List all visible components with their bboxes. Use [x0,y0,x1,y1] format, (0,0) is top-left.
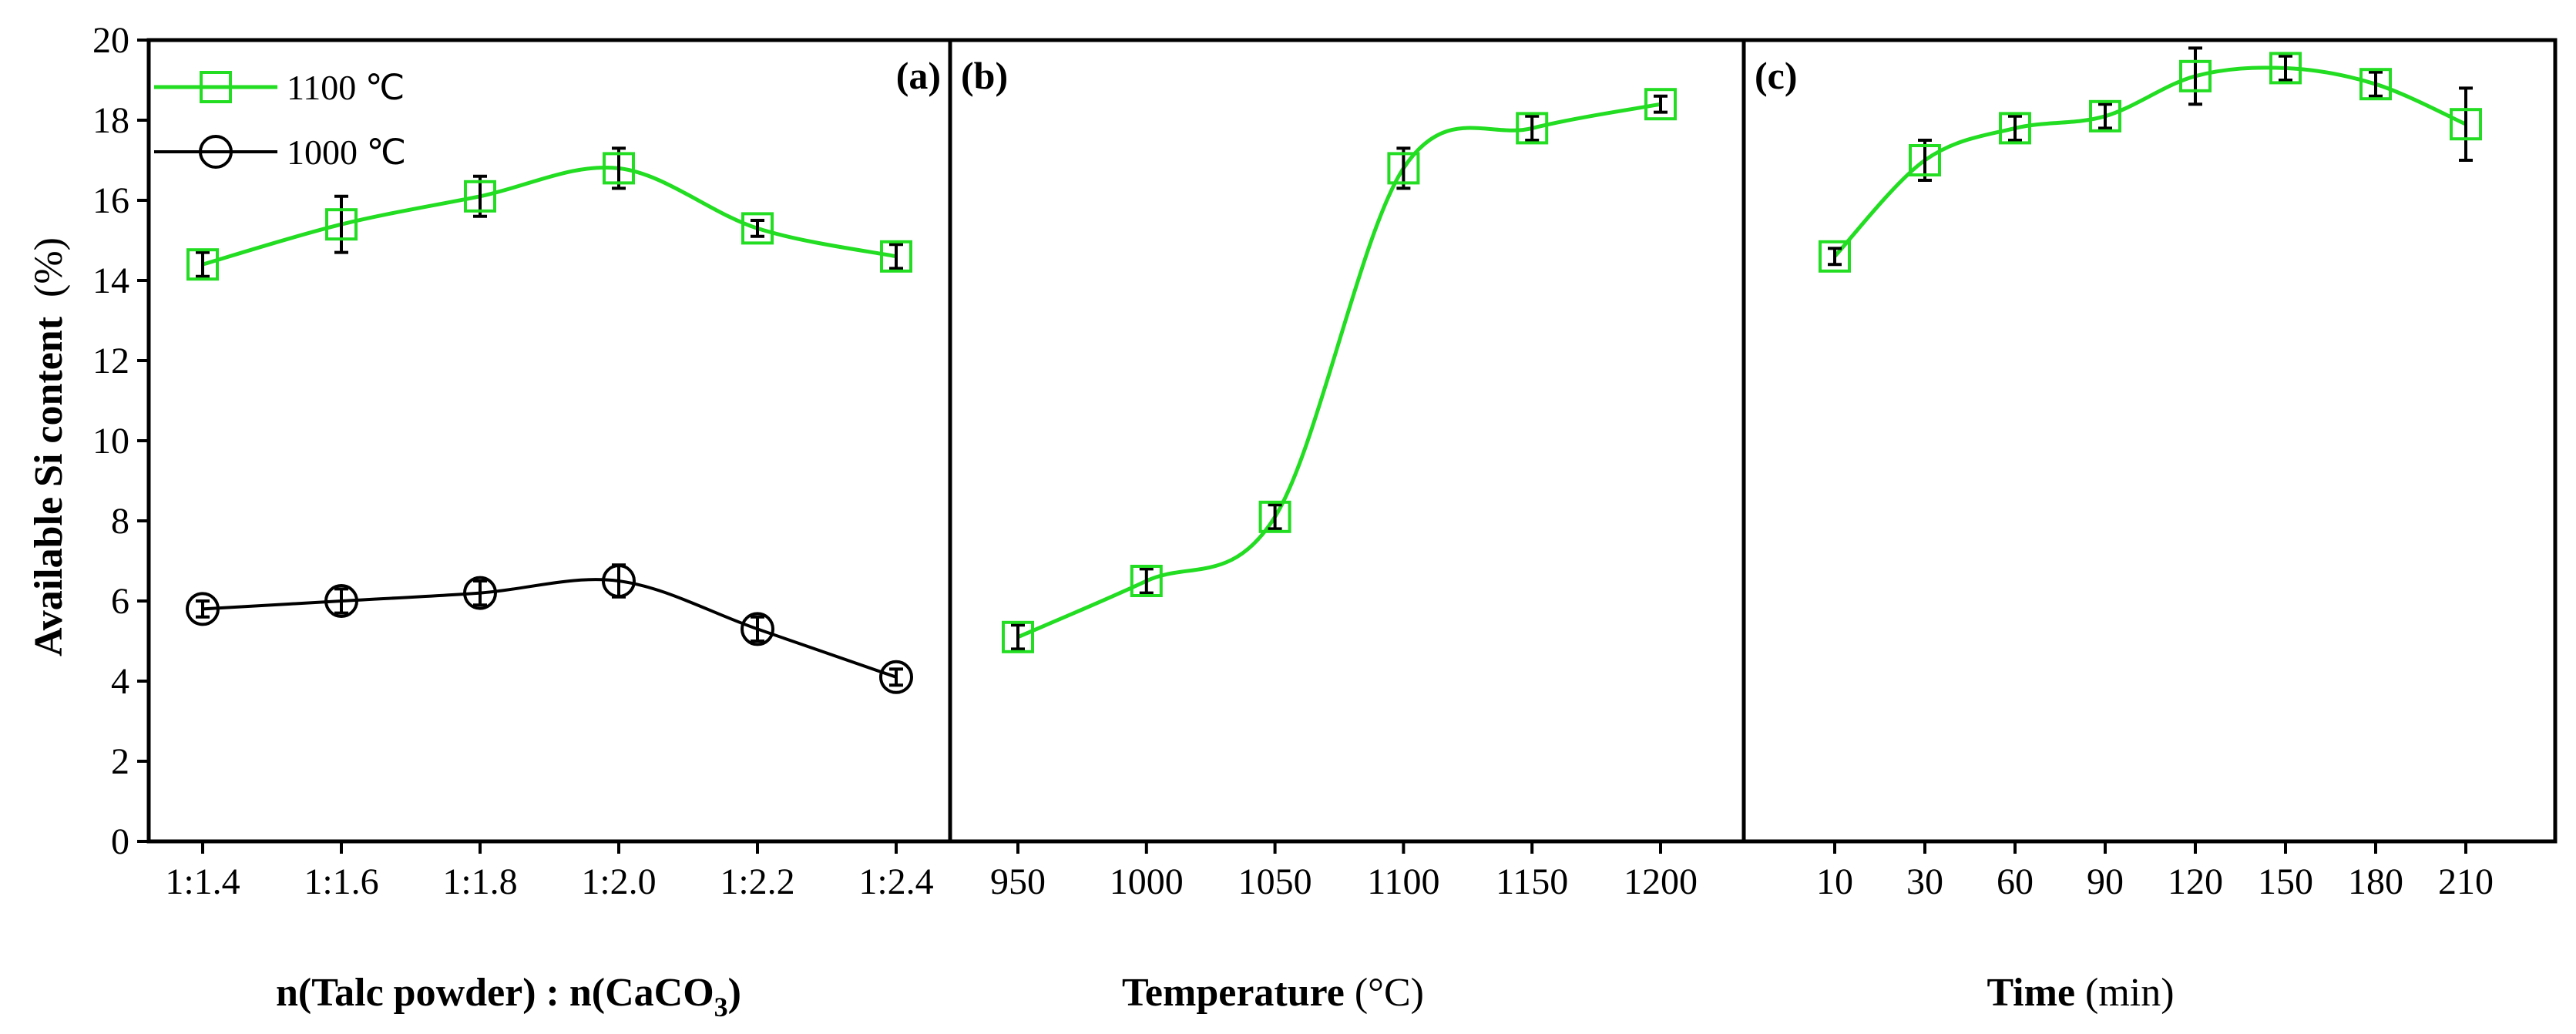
series-line [1017,102,1661,640]
data-point [1819,240,1851,273]
y-axis-label: Available Si content (%) [27,237,71,656]
data-point [1999,112,2031,145]
x-axis-label-b: Temperature (°C) [1122,971,1424,1015]
x-axis-label-c-unit: (min) [2075,971,2175,1015]
data-point [1130,565,1163,597]
legend-item: 1100 ℃ [154,68,405,107]
panel-label: (a) [896,54,941,97]
x-axis-label-c: Time (min) [1987,971,2174,1015]
series-1100 [1819,46,2482,273]
x-tick-label: 1:2.4 [858,861,933,902]
y-axis-label-main: Available Si content [27,316,71,656]
x-tick-label: 1200 [1624,861,1698,902]
data-point [602,564,636,598]
series-1000 [186,563,913,694]
y-tick-label-2: 4 [111,661,129,702]
panel-frame [948,38,1746,844]
x-axis-label-c-main: Time [1987,971,2075,1015]
series-1100 [186,146,912,281]
x-tick-label: 1:1.4 [165,861,240,902]
y-tick-label-7: 14 [92,260,129,301]
x-tick-label: 1000 [1110,861,1184,902]
data-point [2450,108,2482,141]
legend-label: 1100 ℃ [287,68,405,107]
x-tick-label: 10 [1816,861,1853,902]
x-axis-label-a-sub: 3 [714,992,728,1022]
panel-frame [1741,38,2558,844]
data-point [324,584,358,618]
y-tick-label-4: 8 [111,501,129,542]
data-point [2359,68,2392,101]
data-point [1516,112,1549,145]
x-axis-labels: n(Talc powder) : n(CaCO3) Temperature (°… [276,971,2175,1022]
panel-frame [146,38,952,844]
panel-a: 1:1.4 1:1.6 1:1.8 1:2.0 1:2.2 1:2.4 (a) [146,38,952,902]
legend-marker [199,135,233,169]
y-tick-label-9: 18 [92,100,129,141]
data-point [325,208,358,241]
x-tick-label: 1100 [1367,861,1439,902]
y-tick-label-10: 20 [92,20,129,61]
y-tick-label-6: 12 [92,341,129,381]
data-point [1387,152,1420,185]
x-tick-label: 120 [2168,861,2223,902]
x-tick-label: 1:2.2 [720,861,794,902]
data-point [1644,88,1677,121]
y-tick-label-3: 6 [111,581,129,622]
legend-item: 1000 ℃ [154,133,406,172]
data-point [879,660,913,694]
x-axis-label-a-tail: ) [728,971,741,1015]
data-point [1002,620,1034,653]
y-tick-label-5: 10 [92,421,129,462]
data-point [186,592,220,626]
data-point [741,612,774,646]
data-point [2179,59,2212,92]
panel-c: 10 30 60 90 120 150 180 210 (c) [1741,38,2558,902]
data-point [463,576,497,610]
y-tick-label-8: 16 [92,180,129,221]
panel-label: (c) [1755,54,1798,97]
x-tick-label: 30 [1906,861,1943,902]
y-tick-label-1: 2 [111,741,129,782]
series-1100 [1002,88,1677,653]
data-point [464,180,496,213]
x-tick-label: 950 [990,861,1046,902]
data-point [2089,99,2121,133]
series-line [202,165,897,267]
x-axis-label-b-main: Temperature [1122,971,1345,1015]
panel-b: 950 1000 1050 1100 1150 1200 (b) [948,38,1746,902]
x-tick-label: 90 [2087,861,2124,902]
x-tick-label: 1:1.6 [304,861,378,902]
x-tick-label: 1050 [1238,861,1312,902]
data-point [186,248,219,281]
y-axis: 0 2 4 6 8 10 12 14 16 18 20 [92,20,149,862]
data-point [1258,500,1291,533]
legend-marker [200,71,232,103]
x-axis-label-a-main: n(Talc powder) : n(CaCO [276,971,714,1015]
x-tick-label: 210 [2438,861,2494,902]
y-axis-label-unit: (%) [27,237,71,297]
data-point [1909,144,1941,176]
data-point [603,152,635,185]
x-tick-label: 180 [2348,861,2403,902]
data-point [2269,52,2302,85]
panel-label: (b) [961,54,1008,97]
legend-label: 1000 ℃ [287,133,406,172]
x-tick-label: 150 [2258,861,2313,902]
x-tick-label: 1:1.8 [442,861,517,902]
x-tick-label: 60 [1997,861,2034,902]
x-tick-label: 1150 [1496,861,1568,902]
legend: 1100 ℃ 1000 ℃ [154,68,406,172]
data-point [741,212,774,245]
series-line [202,578,897,679]
y-tick-label-0: 0 [111,821,129,862]
x-axis-label-b-unit: (°C) [1345,971,1424,1015]
data-point [880,240,912,273]
x-axis-label-a: n(Talc powder) : n(CaCO3) [276,971,741,1022]
x-tick-label: 1:2.0 [581,861,656,902]
